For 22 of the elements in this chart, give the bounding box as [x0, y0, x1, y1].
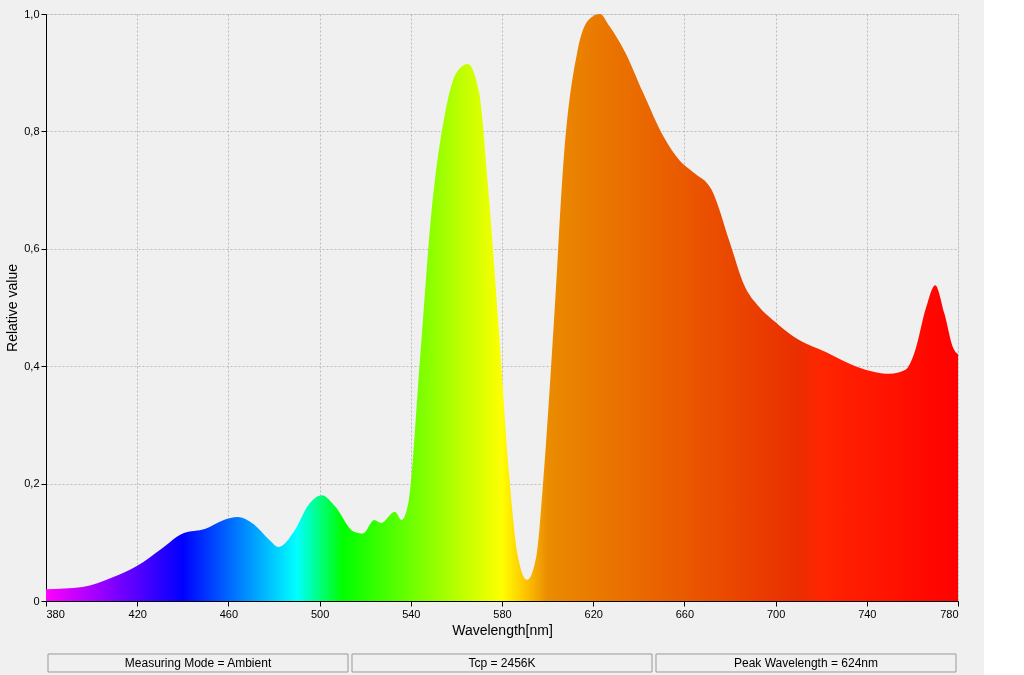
x-tick-label: 660 [675, 607, 695, 620]
x-tick-label: 700 [766, 607, 786, 620]
x-tick-label: 580 [493, 607, 512, 620]
x-tick-label: 740 [858, 607, 877, 620]
y-tick-label: 0 [33, 594, 40, 607]
x-tick-label: 380 [46, 607, 65, 620]
text: Peak Wavelength = 624nm [734, 656, 878, 670]
x-tick-label: 540 [402, 607, 421, 620]
x-tick-label: 420 [128, 607, 147, 620]
y-tick-label: 0,6 [24, 242, 40, 255]
x-tick-label: 500 [310, 607, 330, 620]
text: Tcp = 2456K [468, 656, 536, 670]
x-tick-label: 620 [584, 607, 603, 620]
x-axis-title: Wavelength[nm] [452, 621, 553, 638]
y-tick-label: 1,0 [24, 7, 40, 20]
y-axis-title: Relative value [4, 263, 21, 352]
y-tick-label: 0,8 [24, 124, 40, 137]
y-tick-label: 0,2 [24, 477, 40, 490]
x-tick-label: 460 [219, 607, 239, 620]
y-tick-label: 0,4 [24, 359, 40, 372]
x-tick-label: 780 [940, 607, 959, 620]
text: Measuring Mode = Ambient [124, 656, 272, 670]
